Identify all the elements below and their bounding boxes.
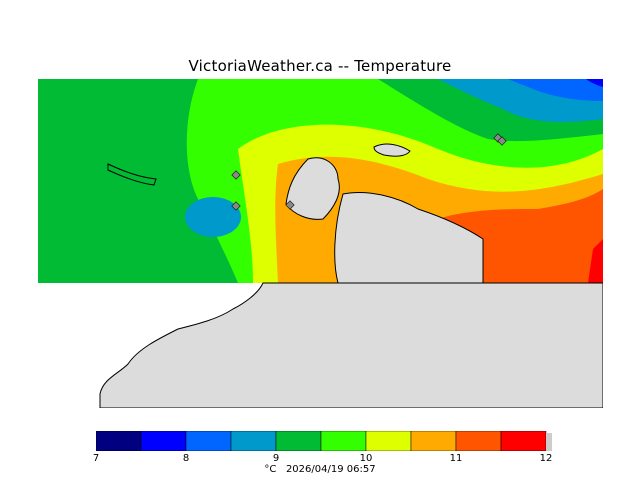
colorbar-tick-label: 10 xyxy=(359,453,373,464)
temp-band-8.0-ne xyxy=(508,79,603,101)
island-west xyxy=(107,163,157,186)
colorbar-tick-label: 12 xyxy=(539,453,553,464)
colorbar-swatch xyxy=(96,431,142,451)
colorbar-swatch xyxy=(185,431,232,451)
colorbar-tick-label: 9 xyxy=(272,453,280,464)
station-marker[interactable] xyxy=(231,170,241,180)
colorbar-swatch xyxy=(410,431,457,451)
temperature-map-svg xyxy=(38,79,603,408)
temp-band-8.5-west xyxy=(185,197,241,237)
colorbar-tick-label: 11 xyxy=(449,453,463,464)
temperature-map[interactable] xyxy=(38,79,603,408)
station-marker[interactable] xyxy=(285,200,295,210)
colorbar-tick-label: 8 xyxy=(182,453,190,464)
island-north xyxy=(373,143,411,157)
colorbar xyxy=(96,431,552,451)
temp-band-7.5-ne xyxy=(586,79,603,87)
temp-band-11.5 xyxy=(588,239,603,283)
colorbar-ticks: 7 8 9 10 11 12 xyxy=(0,453,640,467)
colorbar-swatch xyxy=(230,431,277,451)
timestamp: 2026/04/19 06:57 xyxy=(285,464,376,475)
colorbar-swatch xyxy=(140,431,187,451)
map-title: VictoriaWeather.ca -- Temperature xyxy=(188,57,452,75)
colorbar-swatch xyxy=(275,431,322,451)
station-marker[interactable] xyxy=(231,201,241,211)
colorbar-end-cap xyxy=(546,433,552,451)
land-east xyxy=(334,191,484,284)
station-marker[interactable] xyxy=(497,136,507,146)
colorbar-swatch xyxy=(500,431,547,451)
footer: °C 2026/04/19 06:57 xyxy=(0,464,640,475)
colorbar-swatch xyxy=(320,431,367,451)
colorbar-swatch xyxy=(455,431,502,451)
colorbar-tick-label: 7 xyxy=(92,453,100,464)
colorbar-swatch xyxy=(365,431,412,451)
land-peninsula xyxy=(285,157,340,220)
unit-label: °C xyxy=(264,464,277,475)
land-south xyxy=(99,282,603,408)
